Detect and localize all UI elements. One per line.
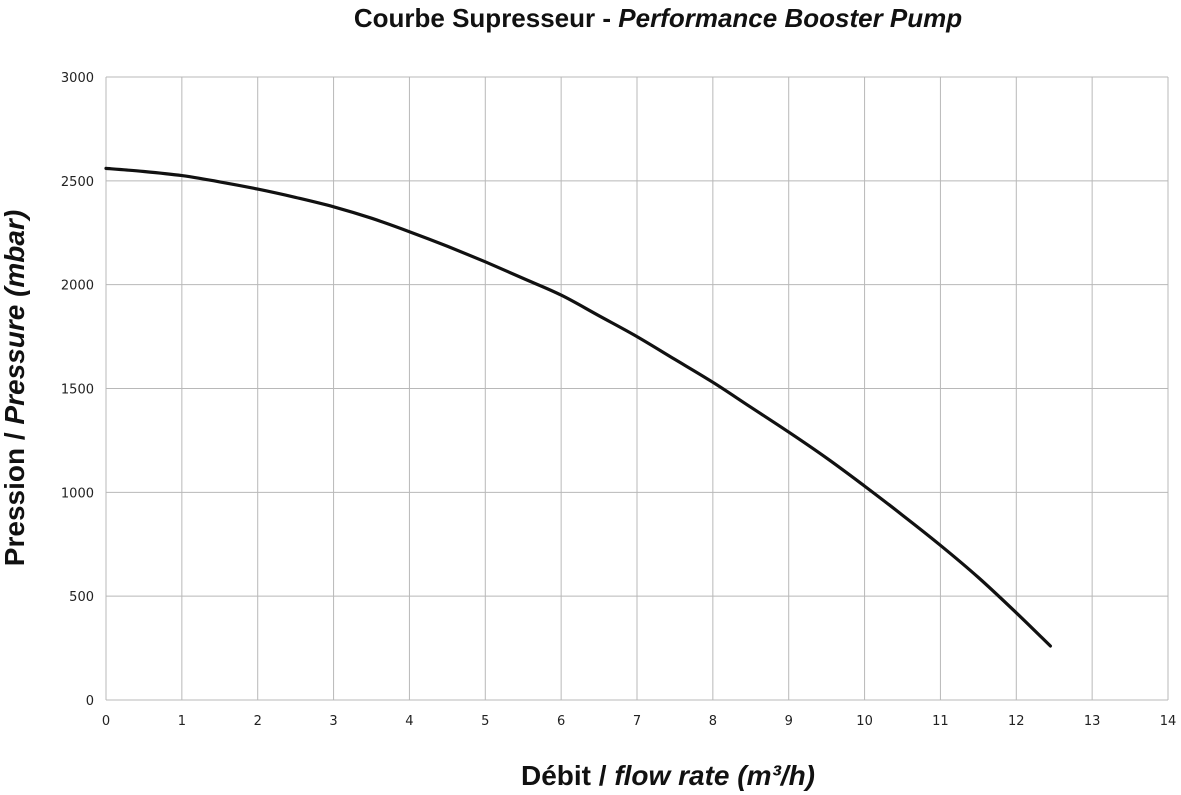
x-tick-label-2: 2 [254, 714, 262, 729]
x-tick-label-9: 9 [785, 714, 793, 729]
chart-title-regular: Courbe Supresseur - [354, 3, 618, 33]
y-axis-label-regular: Pression / [0, 425, 30, 567]
x-tick-label-3: 3 [329, 714, 337, 729]
x-tick-label-5: 5 [481, 714, 489, 729]
y-tick-label-1000: 1000 [61, 486, 94, 501]
y-tick-label-3000: 3000 [61, 71, 94, 86]
grid [105, 76, 1169, 701]
chart-title-italic: Performance Booster Pump [618, 3, 962, 33]
x-tick-label-0: 0 [102, 714, 110, 729]
x-tick-label-11: 11 [932, 714, 949, 729]
chart-title: Courbe Supresseur - Performance Booster … [354, 3, 962, 33]
x-tick-label-14: 14 [1160, 714, 1177, 729]
y-tick-label-500: 500 [69, 590, 94, 605]
x-tick-label-7: 7 [633, 714, 641, 729]
y-axis-ticks: 0 500 1000 1500 2000 2500 3000 [61, 71, 94, 709]
x-tick-label-6: 6 [557, 714, 565, 729]
x-tick-label-10: 10 [856, 714, 873, 729]
x-axis-label: Débit / flow rate (m³/h) [521, 760, 815, 791]
x-axis-ticks: 0 1 2 3 4 5 6 7 8 9 10 11 12 13 14 [102, 714, 1176, 729]
x-axis-label-regular: Débit / [521, 760, 614, 791]
x-tick-label-12: 12 [1008, 714, 1025, 729]
pump-curve-line [104, 166, 1052, 648]
y-axis-label-italic: Pressure (mbar) [0, 210, 30, 425]
y-tick-label-0: 0 [86, 694, 94, 709]
y-tick-label-2000: 2000 [61, 279, 94, 294]
y-tick-label-1500: 1500 [61, 383, 94, 398]
x-axis-label-italic: flow rate (m³/h) [614, 760, 815, 791]
x-tick-label-1: 1 [178, 714, 186, 729]
x-tick-label-8: 8 [709, 714, 717, 729]
y-axis-label: Pression / Pressure (mbar) [0, 210, 30, 566]
x-tick-label-13: 13 [1084, 714, 1101, 729]
y-tick-label-2500: 2500 [61, 175, 94, 190]
x-tick-label-4: 4 [405, 714, 413, 729]
